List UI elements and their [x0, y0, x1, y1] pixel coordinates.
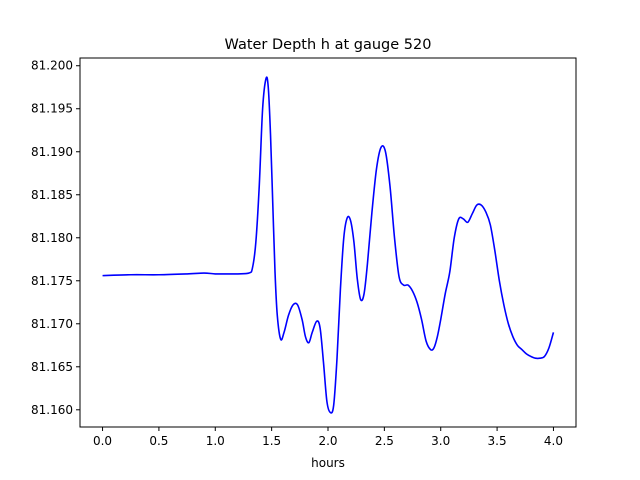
x-tick-label: 3.0 [431, 434, 450, 448]
y-tick-label: 81.200 [31, 59, 73, 73]
x-tick-label: 4.0 [544, 434, 563, 448]
plot-frame [79, 57, 577, 428]
x-tick-label: 2.0 [318, 434, 337, 448]
chart-title: Water Depth h at gauge 520 [225, 37, 432, 53]
x-tick-label: 1.0 [206, 434, 225, 448]
plot-layer [102, 76, 555, 414]
y-tick-label: 81.165 [31, 360, 73, 374]
y-tick-label: 81.175 [31, 274, 73, 288]
series-line-0 [102, 76, 555, 414]
x-tick-label: 3.5 [488, 434, 507, 448]
y-tick-label: 81.195 [31, 102, 73, 116]
y-tick-label: 81.160 [31, 403, 73, 417]
x-tick-label: 0.0 [93, 434, 112, 448]
y-tick-label: 81.190 [31, 145, 73, 159]
x-tick-label: 0.5 [149, 434, 168, 448]
y-tick-label: 81.185 [31, 188, 73, 202]
x-tick-label: 2.5 [375, 434, 394, 448]
x-tick-label: 1.5 [262, 434, 281, 448]
x-axis-ticks: 0.0 0.5 1.0 1.5 2.0 2.5 3.0 3.5 4.0 [93, 427, 563, 448]
x-axis-label: hours [311, 456, 345, 470]
y-axis-ticks: 81.160 81.165 81.170 81.175 81.180 81.185 81.1… [31, 59, 80, 417]
y-tick-label: 81.170 [31, 317, 73, 331]
y-tick-label: 81.180 [31, 231, 73, 245]
